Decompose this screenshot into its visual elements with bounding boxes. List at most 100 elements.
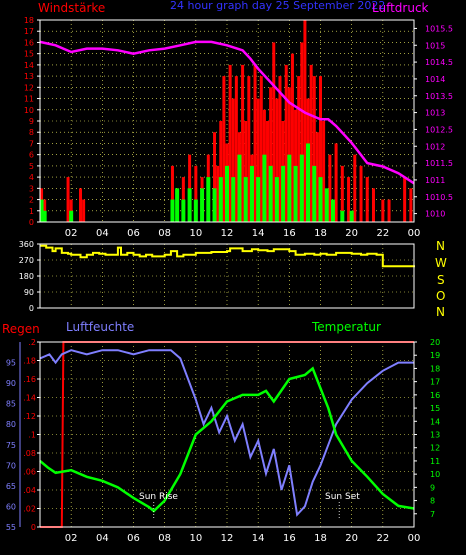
p3-temp-tick-label: 18 [430,364,440,373]
wind-avg-bar [287,154,292,222]
dir-label-o: O [436,289,445,303]
p3-x-tick-label: 10 [189,533,202,544]
dir-label-n-bottom: N [436,305,445,319]
p1-left-tick-label: 11 [24,95,34,104]
wind-avg-bar [170,199,175,222]
p3-x-tick-label: 08 [158,533,171,544]
wind-gust-bar [365,177,369,222]
p1-left-tick-label: 6 [29,151,34,160]
p3-temp-tick-label: 17 [430,378,440,387]
p3-humidity-tick-label: 65 [6,482,16,491]
dir-label-w: W [435,256,447,270]
wind-avg-bar [324,188,329,222]
p1-x-tick-label: 16 [283,228,296,239]
wind-avg-bar [268,165,273,222]
wind-avg-bar [206,177,211,222]
wind-gust-bar [231,98,235,222]
p1-x-tick-label: 14 [252,228,265,239]
luftdruck-header: Luftdruck [372,1,429,15]
wind-gust-bar [403,177,407,222]
p3-rain-tick-label: .04 [23,486,36,495]
luftfeuchte-label: Luftfeuchte [66,320,134,334]
p1-x-tick-label: 18 [314,228,327,239]
sun-set-label: Sun Set [325,492,360,502]
regen-label: Regen [2,322,40,336]
wind-gust-bar [266,121,270,222]
p2-frame [39,243,415,309]
wind-avg-bar [281,165,286,222]
wind-gust-bar [256,98,260,222]
wind-gust-bar [334,143,338,222]
p1-left-tick-label: 18 [24,16,34,25]
p1-left-tick-label: 9 [29,117,34,126]
wind-gust-bar [328,154,332,222]
p2-left-tick-label: 270 [19,256,34,265]
p3-x-tick-label: 12 [221,533,234,544]
pressure-line [39,40,415,185]
wind-gust-bar [322,121,326,222]
p3-rain-tick-label: 0 [31,523,36,532]
wind-avg-bar [274,177,279,222]
wind-avg-bar [193,199,198,222]
p1-left-tick-label: 15 [24,50,34,59]
wind-avg-bar [262,154,267,222]
p1-right-tick-label: 1013.5 [425,92,453,101]
wind-gust-bar [269,87,273,222]
p3-rain-tick-label: .06 [23,468,36,477]
p3-temp-tick-label: 12 [430,444,440,453]
p1-right-tick-label: 1015.5 [425,24,453,33]
p3-humidity-tick-label: 85 [6,400,16,409]
wind-gust-bar [241,64,245,222]
p3-rain-tick-label: .1 [28,431,36,440]
p3-rain-tick-label: .02 [23,505,36,514]
p1-left-tick-label: 13 [24,72,34,81]
wind-avg-bar [243,177,248,222]
p1-left-tick-label: 17 [24,27,34,36]
wind-gust-bar [244,121,248,222]
p3-x-tick-label: 00 [408,533,421,544]
wind-avg-bar [225,165,229,222]
wind-gust-bar [222,76,226,222]
wind-gust-bar [213,132,217,222]
p1-left-tick-label: 1 [29,207,34,216]
wind-avg-bar [187,188,192,222]
p1-x-tick-label: 20 [345,228,358,239]
p1-left-tick-label: 8 [29,128,34,137]
wind-avg-bar [42,210,47,222]
p1-right-tick-label: 1010.5 [425,193,453,202]
dir-label-s: S [437,273,445,287]
p2-left-tick-label: 360 [19,240,34,249]
p1-left-tick-label: 4 [29,173,34,182]
p3-x-tick-label: 20 [345,533,358,544]
wind-gust-bar [312,76,316,222]
p3-x-tick-label: 06 [127,533,140,544]
wind-gust-bar [228,64,232,222]
wind-direction-line [40,244,415,268]
p1-left-tick-label: 16 [24,38,34,47]
p3-temp-tick-label: 14 [430,417,440,426]
p1-left-tick-label: 2 [29,196,34,205]
wind-gust-bar [275,98,279,222]
p3-humidity-tick-label: 70 [6,461,16,470]
p3-frame [39,341,415,528]
wind-avg-bar [175,188,180,222]
p3-temp-tick-label: 8 [430,497,435,506]
p3-rain-tick-label: .08 [23,449,36,458]
wind-avg-bar [181,199,186,222]
p1-right-tick-label: 1014.5 [425,58,453,67]
wind-avg-bar [293,165,298,222]
wind-avg-bar [212,188,217,222]
p3-temp-tick-label: 20 [430,338,440,347]
p3-x-tick-label: 16 [283,533,296,544]
dir-label-n-top: N [436,239,445,253]
wind-avg-bar [306,143,311,222]
wind-avg-bar [218,177,223,222]
p1-left-tick-label: 7 [29,139,34,148]
wind-gust-bar [387,199,391,222]
wind-gust-bar [319,76,322,222]
wind-gust-bar [253,64,257,222]
wind-gust-bar [340,165,344,222]
wind-avg-bar [39,199,44,222]
wind-gust-bar [234,76,238,222]
p1-frame [39,19,415,223]
